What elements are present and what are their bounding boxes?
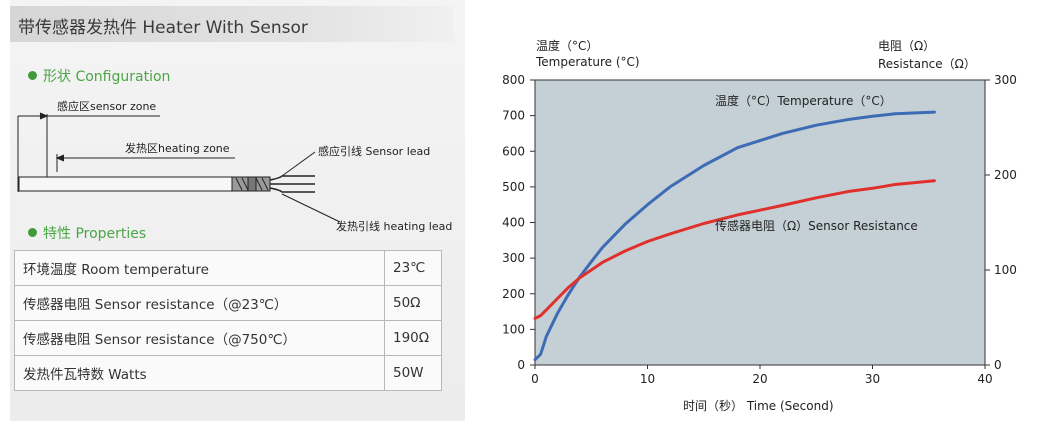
y-right-tick-label: 300 xyxy=(994,73,1017,87)
heating-zone-label: 发热区heating zone xyxy=(125,141,230,155)
series-line xyxy=(533,110,936,362)
property-label: 发热件瓦特数 Watts xyxy=(14,355,385,391)
y-left-tick-label: 300 xyxy=(502,251,525,265)
table-row: 环境温度 Room temperature 23℃ xyxy=(14,250,442,286)
chart-area: 温度（°C） Temperature (°C) 电阻（Ω） Resistance… xyxy=(480,0,1037,421)
x-tick-label: 20 xyxy=(752,372,767,386)
right-axis-title-cn: 电阻（Ω） xyxy=(878,39,936,53)
x-tick-label: 40 xyxy=(977,372,992,386)
property-value: 50Ω xyxy=(384,285,442,321)
y-left-tick-label: 800 xyxy=(502,73,525,87)
sensor-lead-label: 感应引线 Sensor lead xyxy=(318,144,430,158)
x-axis-title: 时间（秒） Time (Second) xyxy=(683,399,834,413)
y-left-tick-label: 600 xyxy=(502,144,525,158)
property-label: 传感器电阻 Sensor resistance（@750℃） xyxy=(14,320,385,356)
plot-background xyxy=(534,79,986,366)
y-left-tick-label: 0 xyxy=(517,358,525,372)
title-bar: 带传感器发热件 Heater With Sensor xyxy=(10,6,453,42)
y-left-tick-label: 400 xyxy=(502,216,525,230)
table-row: 传感器电阻 Sensor resistance（@23℃） 50Ω xyxy=(14,285,442,321)
y-left-tick-label: 100 xyxy=(502,322,525,336)
property-label: 环境温度 Room temperature xyxy=(14,250,385,286)
property-label: 传感器电阻 Sensor resistance（@23℃） xyxy=(14,285,385,321)
series-label: 传感器电阻（Ω）Sensor Resistance xyxy=(715,218,918,233)
series-label: 温度（°C）Temperature（°C） xyxy=(715,93,892,108)
right-axis-title-en: Resistance（Ω） xyxy=(878,57,976,71)
property-value: 23℃ xyxy=(384,250,442,286)
bullet-icon xyxy=(28,228,37,237)
y-left-tick-label: 500 xyxy=(502,180,525,194)
left-axis-title-cn: 温度（°C） xyxy=(536,39,599,53)
configuration-heading: 形状 Configuration xyxy=(28,66,170,86)
x-tick-label: 10 xyxy=(640,372,655,386)
heating-lead-label: 发热引线 heating lead xyxy=(336,219,452,233)
table-row: 传感器电阻 Sensor resistance（@750℃） 190Ω xyxy=(14,320,442,356)
property-value: 190Ω xyxy=(384,320,442,356)
series-line xyxy=(533,179,936,320)
y-right-tick-label: 0 xyxy=(994,358,1002,372)
table-row: 发热件瓦特数 Watts 50W xyxy=(14,355,442,391)
y-left-tick-label: 200 xyxy=(502,287,525,301)
y-left-tick-label: 700 xyxy=(502,109,525,123)
sensor-zone-label: 感应区sensor zone xyxy=(57,99,156,113)
y-right-tick-label: 100 xyxy=(994,263,1017,277)
page-title: 带传感器发热件 Heater With Sensor xyxy=(18,18,308,38)
x-tick-label: 0 xyxy=(531,372,539,386)
x-tick-label: 30 xyxy=(865,372,880,386)
properties-table: 环境温度 Room temperature 23℃ 传感器电阻 Sensor r… xyxy=(14,250,442,391)
property-value: 50W xyxy=(384,355,442,391)
line-chart: 0 100 200 300 400 500 600 700 800 0 100 200 300 0 10 20… xyxy=(502,73,1017,386)
y-right-tick-label: 200 xyxy=(994,168,1017,182)
left-axis-title-en: Temperature (°C) xyxy=(536,55,640,69)
bullet-icon xyxy=(28,71,37,80)
properties-heading: 特性 Properties xyxy=(28,223,146,243)
heater-diagram: 感应区sensor zone 发热区heating zone 感应引线 Sens… xyxy=(17,99,452,233)
